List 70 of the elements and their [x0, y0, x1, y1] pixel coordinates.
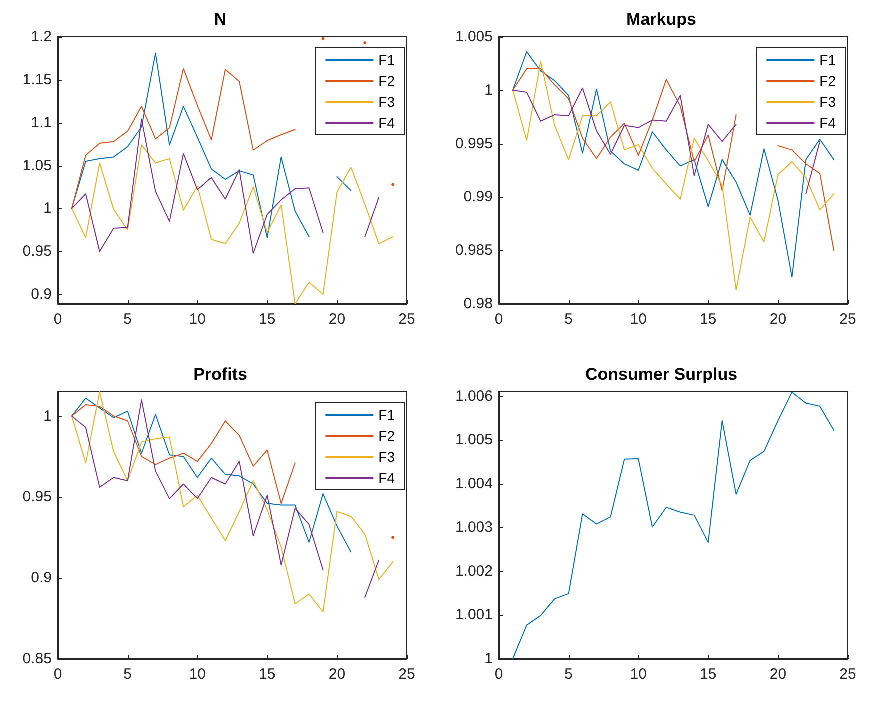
point	[322, 37, 325, 40]
y-tick-label: 1.006	[455, 388, 493, 405]
x-tick-label: 0	[54, 666, 62, 683]
y-tick-label: 0.95	[22, 488, 52, 506]
y-tick-label: 1.003	[455, 519, 493, 536]
chart-title: Profits	[194, 365, 248, 384]
x-tick-label: 20	[328, 311, 346, 328]
legend-label: F4	[820, 115, 836, 131]
x-tick-label: 25	[840, 311, 856, 328]
y-tick-label: 1.004	[455, 475, 493, 492]
legend-label: F2	[378, 428, 396, 444]
line-series	[71, 144, 394, 304]
chart-title: Markups	[626, 10, 696, 29]
legend-label: F2	[378, 73, 396, 89]
x-tick-label: 5	[124, 666, 132, 683]
chart-title: Consumer Surplus	[585, 365, 738, 384]
x-tick-label: 15	[700, 311, 717, 328]
y-tick-label: 1.15	[22, 71, 52, 88]
x-tick-label: 10	[630, 311, 647, 328]
y-tick-label: 1	[484, 82, 493, 99]
y-tick-label: 0.995	[455, 135, 493, 152]
x-tick-label: 0	[494, 311, 504, 328]
x-tick-label: 10	[189, 311, 206, 328]
point	[392, 183, 395, 186]
point	[364, 42, 367, 45]
x-tick-label: 25	[840, 666, 856, 683]
y-tick-label: 0.95	[22, 243, 52, 260]
legend-label: F1	[378, 52, 396, 68]
x-tick-label: 15	[259, 311, 276, 328]
x-tick-label: 15	[259, 666, 276, 683]
y-tick-label: 0.99	[464, 188, 493, 206]
x-tick-label: 15	[700, 666, 717, 683]
chart-title: N	[214, 10, 227, 29]
x-tick-label: 0	[54, 311, 62, 328]
legend-label: F3	[820, 94, 836, 110]
y-tick-label: 1.001	[455, 606, 493, 624]
legend-label: F1	[378, 407, 396, 423]
y-tick-label: 0.985	[455, 242, 493, 260]
y-tick-label: 1.005	[455, 28, 493, 46]
y-tick-label: 1	[484, 650, 493, 668]
y-tick-label: 1	[44, 408, 52, 425]
legend-label: F4	[378, 470, 396, 486]
legend-label: F2	[820, 73, 836, 89]
y-tick-label: 1.005	[455, 432, 493, 449]
x-tick-label: 25	[398, 666, 416, 683]
legend-label: F1	[820, 52, 836, 68]
x-tick-label: 0	[494, 666, 504, 683]
y-tick-label: 0.85	[22, 650, 52, 668]
y-tick-label: 1.2	[31, 28, 52, 46]
y-tick-label: 1	[44, 200, 52, 218]
x-tick-label: 25	[398, 311, 416, 328]
y-tick-label: 0.9	[31, 286, 52, 304]
y-tick-label: 0.9	[31, 570, 52, 587]
x-tick-label: 20	[770, 311, 787, 328]
legend-label: F4	[378, 115, 396, 131]
x-tick-label: 10	[630, 666, 647, 683]
x-tick-label: 5	[564, 666, 573, 683]
y-tick-label: 0.98	[464, 296, 493, 312]
line-series	[512, 392, 835, 660]
legend-label: F3	[378, 449, 396, 465]
legend-label: F3	[378, 94, 396, 110]
y-tick-label: 1.002	[455, 562, 493, 580]
line-series	[71, 398, 352, 553]
x-tick-label: 5	[124, 311, 132, 328]
x-tick-label: 5	[564, 311, 573, 328]
x-tick-label: 20	[770, 666, 787, 683]
y-tick-label: 1.05	[22, 157, 52, 174]
x-tick-label: 10	[189, 666, 206, 683]
y-tick-label: 1.1	[31, 114, 52, 132]
x-tick-label: 20	[328, 666, 346, 683]
